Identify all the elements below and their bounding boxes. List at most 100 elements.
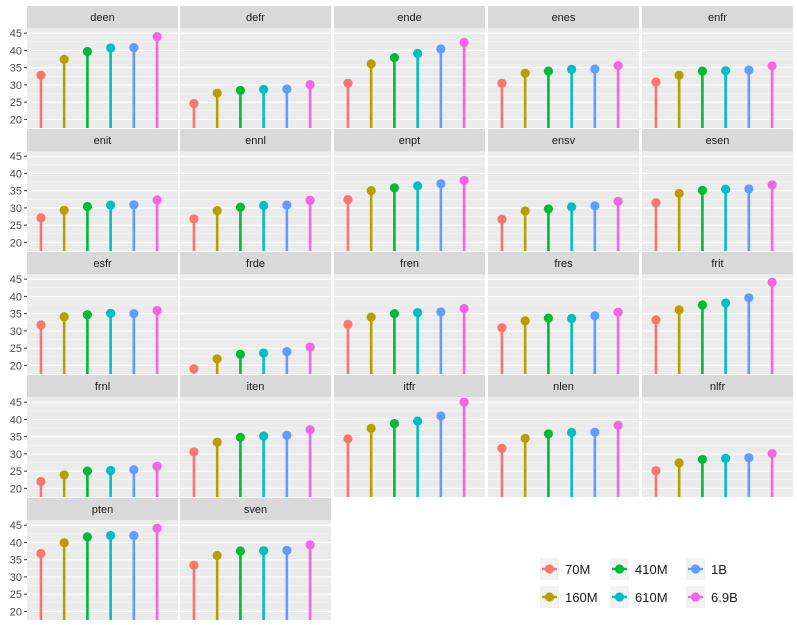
lollipop-point-160M <box>59 538 69 548</box>
facet-strip <box>642 129 793 151</box>
lollipop-point-70M <box>343 319 353 329</box>
lollipop-point-160M <box>366 312 376 322</box>
facet-panel-frit: frit <box>642 252 793 374</box>
facet-panel-deen: deen 20 25 30 35 40 45 <box>10 6 178 128</box>
lollipop-point-610M <box>721 298 731 308</box>
lollipop-point-6.9B <box>459 397 469 407</box>
facet-panel-nlen: nlen <box>488 375 639 497</box>
facet-panel-defr: defr <box>180 6 331 128</box>
panel-background <box>27 397 178 497</box>
panel-background <box>27 520 178 620</box>
legend-label: 610M <box>635 590 668 605</box>
y-tick-label: 35 <box>10 432 22 444</box>
lollipop-point-70M <box>497 214 507 224</box>
facet-strip-label: ende <box>397 12 421 24</box>
lollipop-point-70M <box>497 323 507 333</box>
lollipop-point-6.9B <box>305 425 315 435</box>
lollipop-point-70M <box>189 214 199 224</box>
facet-strip <box>488 252 639 274</box>
y-tick-label: 25 <box>10 589 22 601</box>
lollipop-point-1B <box>744 453 754 463</box>
facet-strip <box>180 6 331 28</box>
lollipop-point-160M <box>212 206 222 216</box>
lollipop-point-70M <box>497 443 507 453</box>
facet-panel-frnl: frnl 20 25 30 35 40 45 <box>10 375 178 497</box>
legend-item-160M: 160M <box>540 586 598 608</box>
lollipop-point-70M <box>189 98 199 109</box>
legend-item-410M: 410M <box>610 558 668 580</box>
legend-key-point <box>544 592 555 602</box>
lollipop-point-610M <box>259 84 269 94</box>
y-tick-label: 20 <box>10 360 22 372</box>
lollipop-point-6.9B <box>767 61 777 71</box>
y-tick-label: 30 <box>10 203 22 215</box>
lollipop-point-1B <box>129 530 139 541</box>
y-tick-label: 45 <box>10 274 22 286</box>
lollipop-point-70M <box>36 213 46 223</box>
panel-background <box>642 397 793 497</box>
y-tick-label: 30 <box>10 572 22 584</box>
y-tick-label: 35 <box>10 186 22 198</box>
facet-strip-label: enpt <box>399 135 420 147</box>
lollipop-point-610M <box>567 313 577 324</box>
legend-label: 160M <box>565 590 598 605</box>
lollipop-point-6.9B <box>305 79 315 90</box>
lollipop-point-70M <box>651 198 661 208</box>
y-tick-label: 20 <box>10 114 22 126</box>
facet-strip-label: iten <box>247 381 265 393</box>
facet-panel-fres: fres <box>488 252 639 374</box>
lollipop-point-160M <box>59 205 69 215</box>
lollipop-point-160M <box>366 59 376 69</box>
legend-item-1B: 1B <box>686 558 727 580</box>
y-tick-label: 20 <box>10 237 22 249</box>
lollipop-point-610M <box>721 453 731 463</box>
lollipop-point-1B <box>282 545 292 555</box>
lollipop-point-410M <box>543 204 554 214</box>
panel-background <box>642 28 793 128</box>
lollipop-point-70M <box>343 195 353 205</box>
panel-background <box>180 274 331 374</box>
legend-item-610M: 610M <box>610 586 668 608</box>
facet-strip-label: enes <box>552 12 576 24</box>
lollipop-point-70M <box>651 315 661 325</box>
lollipop-point-1B <box>590 201 600 211</box>
facet-strip-label: nlfr <box>710 381 726 393</box>
lollipop-point-6.9B <box>152 195 162 205</box>
lollipop-point-160M <box>674 188 684 199</box>
lollipop-point-410M <box>543 313 554 323</box>
y-tick-label: 20 <box>10 483 22 495</box>
lollipop-point-410M <box>389 309 399 319</box>
lollipop-point-6.9B <box>459 175 469 185</box>
lollipop-point-610M <box>567 427 577 438</box>
facet-panel-itfr: itfr <box>334 375 485 497</box>
lollipop-point-70M <box>651 77 661 87</box>
facet-strip-label: enfr <box>708 12 727 24</box>
facet-strip <box>488 6 639 28</box>
lollipop-point-70M <box>36 70 46 80</box>
legend-label: 70M <box>565 562 590 577</box>
lollipop-point-410M <box>697 66 708 76</box>
lollipop-point-610M <box>567 202 577 212</box>
lollipop-point-1B <box>129 309 139 319</box>
panel-background <box>488 397 639 497</box>
y-tick-label: 25 <box>10 466 22 478</box>
panel-background <box>180 28 331 128</box>
facet-strip-label: pten <box>92 504 113 516</box>
lollipop-point-1B <box>436 307 446 317</box>
panel-background <box>642 151 793 251</box>
lollipop-point-160M <box>212 88 222 98</box>
legend-label: 1B <box>711 562 727 577</box>
lollipop-point-410M <box>82 466 92 476</box>
y-tick-label: 40 <box>10 45 22 57</box>
facet-strip-label: fres <box>554 258 573 270</box>
panel-background <box>334 274 485 374</box>
facet-strip <box>642 6 793 28</box>
lollipop-point-610M <box>106 308 116 318</box>
legend-item-70M: 70M <box>540 558 590 580</box>
lollipop-point-160M <box>520 316 530 326</box>
lollipop-point-160M <box>520 206 530 216</box>
lollipop-point-410M <box>235 432 245 442</box>
facet-panel-ennl: ennl <box>180 129 331 251</box>
lollipop-point-1B <box>744 65 754 75</box>
legend: 70M 410M 1B 160M 610M 6.9B <box>540 558 738 608</box>
